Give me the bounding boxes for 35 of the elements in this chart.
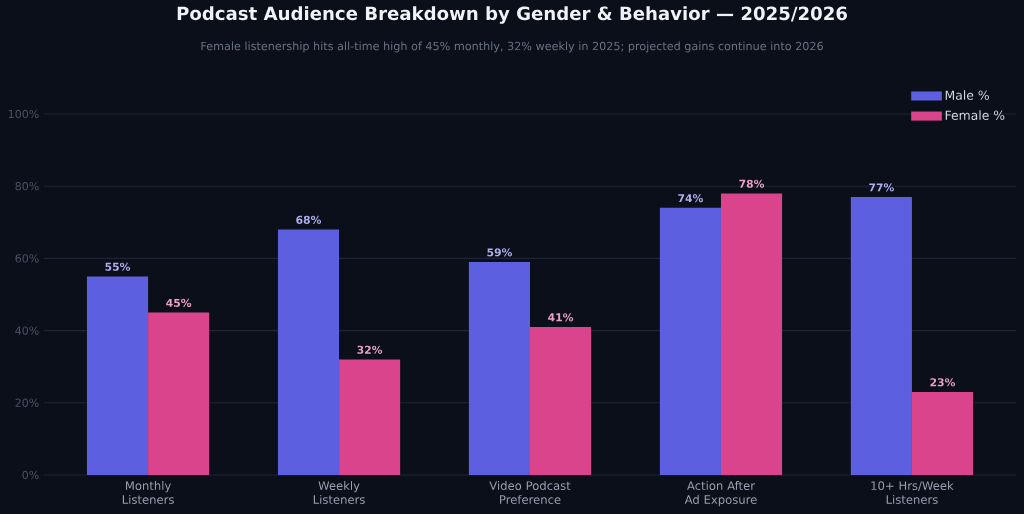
- x-tick-label: Monthly Listeners: [122, 481, 174, 504]
- data-label: 77%: [869, 183, 894, 192]
- x-tick-label: Weekly Listeners: [313, 481, 365, 504]
- data-label: 68%: [296, 215, 322, 224]
- y-tick-label: 100%: [8, 109, 39, 119]
- x-tick-label: 10+ Hrs/Week Listeners: [871, 481, 954, 504]
- legend-label: Female %: [945, 110, 1005, 120]
- bar: [911, 391, 974, 475]
- bar: [850, 197, 912, 475]
- data-label: 45%: [166, 298, 192, 307]
- bar: [339, 359, 401, 475]
- data-label: 78%: [739, 179, 765, 188]
- data-label: 32%: [357, 345, 383, 354]
- data-label: 23%: [930, 378, 956, 387]
- bar: [720, 193, 783, 475]
- bar: [468, 262, 531, 475]
- y-tick-label: 40%: [15, 326, 39, 335]
- data-label: 41%: [548, 313, 574, 322]
- y-tick-label: 60%: [15, 254, 39, 263]
- x-tick-label: Action After Ad Exposure: [684, 481, 757, 507]
- y-tick-label: 80%: [15, 182, 39, 191]
- x-tick-label: Video Podcast Preference: [489, 481, 571, 504]
- y-tick-label: 0%: [22, 470, 39, 480]
- data-label: 59%: [487, 248, 513, 257]
- bar: [659, 207, 721, 475]
- data-label: 55%: [105, 262, 131, 271]
- bar: [148, 312, 210, 475]
- chart-title: Podcast Audience Breakdown by Gender & Behavior — 2025/2026: [177, 6, 847, 24]
- bar: [86, 276, 149, 475]
- chart-subtitle: Female listenership hits all-time high of 45% monthly, 32% weekly in 2025; projected gains continue into 2026: [201, 41, 823, 53]
- bar: [277, 229, 340, 475]
- bar: [530, 326, 592, 475]
- y-tick-label: 20%: [15, 398, 39, 407]
- legend-label: Male %: [945, 90, 989, 100]
- data-label: 74%: [678, 194, 703, 203]
